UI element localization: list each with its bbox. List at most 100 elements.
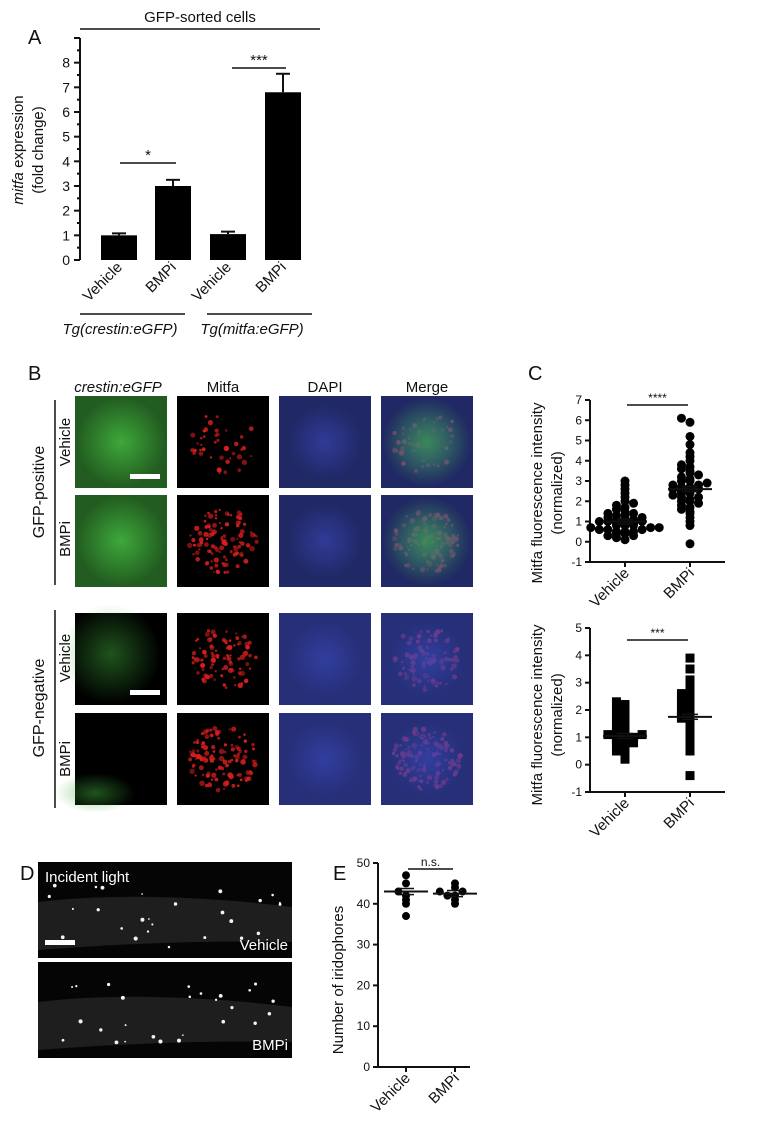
mitfa-speck [198, 647, 202, 650]
mitfa-speck [215, 415, 219, 419]
mitfa-speck [190, 432, 196, 438]
data-point [685, 708, 695, 718]
mitfa-speck [234, 684, 237, 687]
mitfa-speck [206, 548, 211, 554]
y-tick-label: 2 [575, 494, 582, 508]
micrograph [75, 495, 167, 587]
mitfa-speck [213, 678, 216, 682]
y-tick-label: 10 [357, 1019, 371, 1033]
data-point [676, 705, 686, 715]
y-tick-label: 30 [357, 938, 371, 952]
mitfa-speck [248, 667, 252, 670]
mitfa-speck [201, 773, 205, 777]
iridophore-dot [188, 995, 192, 999]
mitfa-speck [214, 428, 219, 433]
data-point [611, 500, 621, 510]
mitfa-speck [194, 525, 200, 531]
section-label-gfp-positive: GFP-positive [31, 446, 48, 539]
panel-letter-e: E [333, 863, 346, 885]
mitfa-speck [204, 783, 209, 788]
y-tick-label: 5 [575, 621, 582, 635]
mitfa-speck [229, 457, 232, 460]
mitfa-speck [239, 778, 243, 782]
iridophore-dot [239, 936, 244, 940]
data-point [603, 508, 613, 518]
micrograph-bg [177, 396, 269, 488]
iridophore-dot [218, 993, 223, 998]
x-tick-label: BMPi [660, 565, 697, 602]
mitfa-speck [194, 774, 197, 777]
mitfa-speck [220, 536, 224, 539]
mitfa-speck [239, 435, 244, 439]
micrograph [381, 613, 473, 705]
mitfa-speck [227, 667, 233, 674]
data-point [685, 675, 695, 685]
scale-bar [130, 690, 160, 695]
mitfa-speck [223, 470, 228, 475]
panel-letter-b: B [28, 363, 41, 385]
iridophore-dot [60, 935, 65, 940]
x-tick-label: Vehicle [587, 565, 633, 611]
y-tick-label: 1 [62, 227, 70, 243]
mitfa-speck [191, 765, 195, 769]
gfp-signal [61, 604, 161, 704]
data-point [685, 732, 695, 742]
data-point [611, 727, 621, 737]
iridophore-dot [114, 1040, 119, 1045]
mitfa-speck [209, 673, 214, 678]
mitfa-speck [236, 773, 240, 777]
mitfa-speck [222, 562, 227, 567]
data-point [694, 470, 704, 480]
mitfa-speck [218, 748, 225, 755]
microscopy-grid [55, 396, 473, 813]
panel-c-bottom-chart: -1 0 1 2 3 4 5 Vehicle BMPi *** [571, 621, 725, 841]
iridophore-dot [151, 923, 154, 926]
dapi-signal [287, 721, 363, 797]
mitfa-speck [187, 542, 193, 549]
mitfa-speck [195, 740, 200, 745]
larva-body [38, 896, 292, 950]
gfp-signal [76, 397, 166, 487]
mitfa-speck [191, 656, 195, 660]
dapi-signal [287, 404, 363, 480]
data-point [620, 749, 630, 759]
mitfa-speck [215, 768, 218, 771]
sig-label: **** [648, 391, 667, 405]
mitfa-speck [203, 757, 209, 763]
mitfa-speck [204, 750, 210, 756]
mitfa-speck [243, 739, 248, 743]
mitfa-speck [231, 783, 236, 788]
mitfa-speck [200, 443, 203, 446]
mitfa-speck [200, 658, 204, 662]
mitfa-speck [208, 513, 214, 519]
mitfa-speck [227, 759, 232, 764]
data-point [694, 492, 704, 502]
mitfa-speck [223, 743, 227, 747]
mitfa-speck [243, 650, 249, 656]
data-point [629, 732, 639, 742]
row-label-gfppos-vehicle: Vehicle [57, 418, 74, 466]
data-point [620, 724, 630, 734]
mitfa-speck [233, 441, 239, 447]
y-tick-label: 2 [575, 703, 582, 717]
y-tick-label: -1 [571, 555, 582, 569]
mitfa-speck [235, 636, 240, 640]
panel-a-header: GFP-sorted cells [144, 9, 256, 26]
mitfa-speck [243, 733, 246, 736]
data-point [620, 732, 630, 742]
mitfa-speck [238, 735, 241, 739]
mitfa-speck [239, 670, 246, 677]
panel-c-bottom-ylabel2: (normalized) [549, 673, 566, 756]
mitfa-speck [213, 557, 219, 563]
mitfa-speck [243, 678, 249, 684]
data-point [402, 912, 410, 921]
iridophore-dot [220, 910, 225, 915]
mitfa-speck [194, 550, 200, 556]
y-tick-label: 3 [62, 178, 70, 194]
mitfa-speck [212, 571, 215, 574]
col-header-mitfa: Mitfa [207, 379, 240, 396]
mitfa-speck [223, 541, 228, 547]
mitfa-speck [200, 732, 204, 735]
data-point [654, 523, 664, 533]
larva-vehicle-label: Vehicle [240, 937, 288, 954]
